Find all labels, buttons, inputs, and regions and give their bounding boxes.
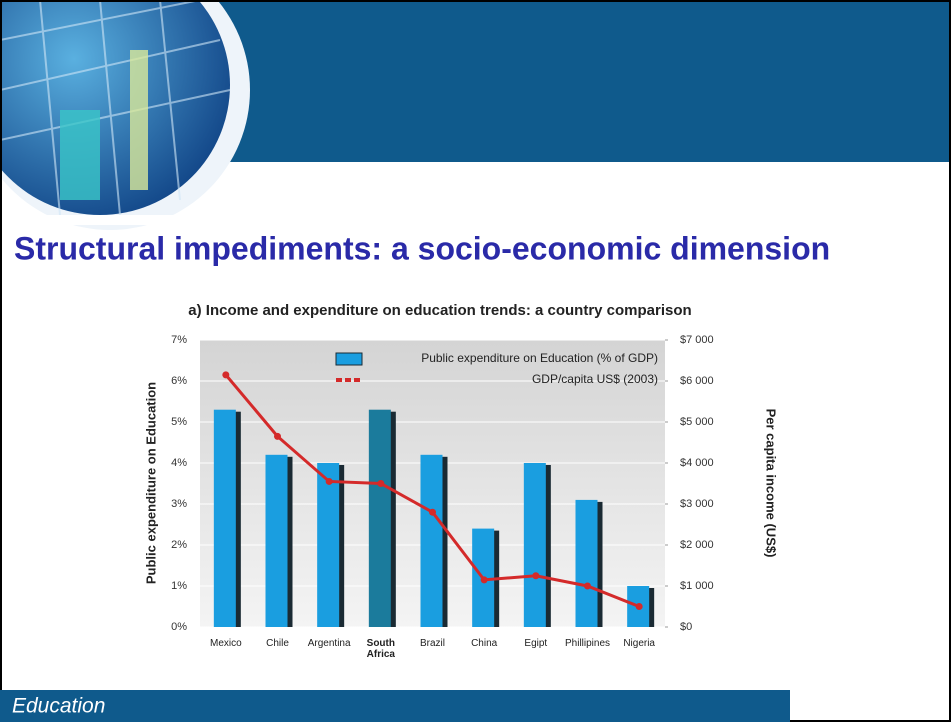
line-point (274, 432, 281, 440)
bar (213, 409, 236, 627)
legend-label: Public expenditure on Education (% of GD… (421, 351, 658, 365)
bar (368, 409, 391, 627)
line-point (532, 572, 540, 580)
bar (265, 454, 288, 627)
footer-band (0, 690, 790, 722)
y2-tick-label: $4 000 (680, 457, 714, 469)
x-tick-label: Brazil (419, 638, 445, 649)
y-axis-title: Public expenditure on Education (143, 382, 158, 584)
x-tick-label: Phillipines (564, 638, 611, 649)
footer-text: Education (12, 695, 105, 718)
line-point (429, 508, 436, 516)
x-tick-label: Mexico (209, 638, 242, 649)
y2-axis-title: Per capita income (US$) (764, 409, 779, 558)
y2-tick-label: $7 000 (680, 334, 714, 346)
slide-title: Structural impediments: a socio-economic… (14, 230, 830, 266)
y2-tick-label: $5 000 (680, 416, 714, 428)
line-point (480, 576, 488, 584)
cover (0, 215, 230, 225)
x-tick-label: Argentina (307, 638, 351, 649)
bar (317, 463, 340, 627)
y-tick-label: 0% (171, 621, 187, 633)
line-point (325, 477, 333, 485)
bar (575, 499, 598, 627)
x-tick-label: China (471, 638, 498, 649)
line-point (377, 480, 385, 487)
globe-grid (0, 0, 231, 216)
bar (523, 463, 546, 627)
line-point (222, 371, 230, 379)
x-tick-label: Nigeria (623, 638, 655, 649)
y-tick-label: 6% (171, 375, 187, 387)
y-tick-label: 4% (171, 457, 187, 469)
globe-bar (130, 50, 148, 190)
x-tick-label: South Africa (366, 638, 395, 660)
header-band (200, 0, 951, 162)
y2-tick-label: $2 000 (680, 539, 714, 551)
legend-swatch (335, 352, 363, 366)
y-tick-label: 2% (171, 539, 187, 551)
y2-tick-label: $1 000 (680, 580, 714, 592)
y-tick-label: 7% (171, 334, 187, 346)
y-tick-label: 3% (171, 498, 187, 510)
y2-tick-label: $0 (680, 621, 692, 633)
y-tick-label: 1% (171, 580, 187, 592)
y2-tick-label: $3 000 (680, 498, 714, 510)
x-tick-label: Egipt (524, 638, 548, 649)
legend-label: GDP/capita US$ (2003) (532, 372, 658, 386)
globe-bar (60, 110, 100, 200)
line-point (635, 603, 643, 610)
y-tick-label: 5% (171, 416, 187, 428)
bar (420, 454, 443, 627)
globe (0, 0, 230, 215)
y2-tick-label: $6 000 (680, 375, 714, 387)
x-tick-label: Chile (266, 638, 289, 649)
chart-title: a) Income and expenditure on education t… (188, 302, 691, 319)
line-point (584, 582, 591, 590)
